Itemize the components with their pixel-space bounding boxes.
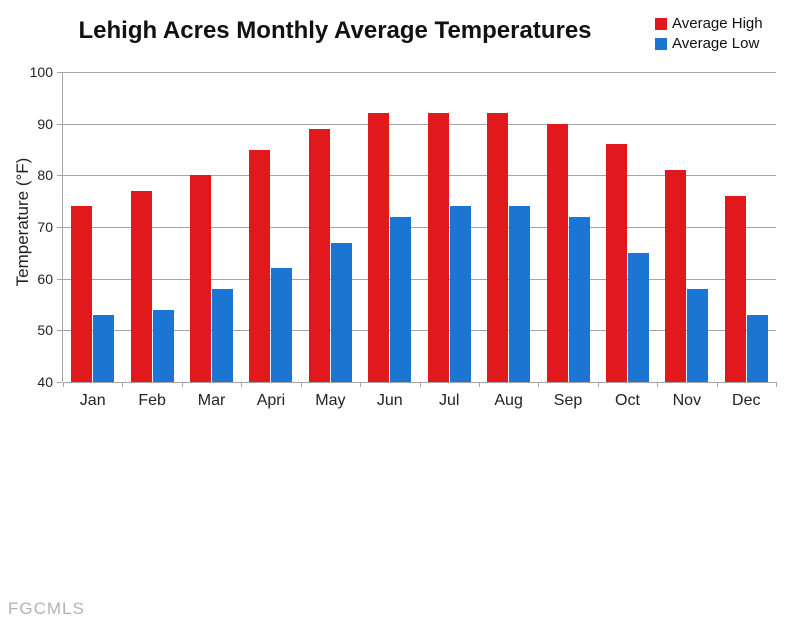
x-label-mar: Mar — [197, 392, 226, 409]
legend-label-average-low: Average Low — [672, 35, 760, 52]
bar-may-high — [308, 128, 330, 382]
bar-jan-high — [71, 206, 93, 382]
y-tick-mark-50 — [57, 330, 62, 332]
y-tick-mark-100 — [57, 72, 62, 73]
y-tick-mark-80 — [57, 175, 62, 177]
x-tick-mark-0 — [63, 382, 64, 387]
gridline-80 — [63, 175, 776, 177]
x-label-oct: Oct — [615, 392, 640, 409]
y-tick-label-70: 70 — [37, 219, 53, 235]
bar-dec-low — [746, 314, 768, 382]
chart-title: Lehigh Acres Monthly Average Temperature… — [78, 17, 592, 44]
bar-feb-low — [152, 309, 174, 382]
bar-nov-low — [687, 289, 709, 382]
bar-jul-high — [427, 113, 449, 382]
bar-nov-high — [665, 170, 687, 382]
x-label-aug: Aug — [494, 392, 523, 409]
bar-sep-low — [568, 216, 590, 382]
x-label-jun: Jun — [376, 392, 403, 409]
legend-item-average-high: Average High — [655, 15, 763, 32]
plot-area: 40 50 60 70 80 90 100 Jan Feb Mar Apri May Jun Jul Aug… — [30, 64, 777, 409]
y-tick-label-100: 100 — [29, 64, 53, 80]
x-label-feb: Feb — [138, 392, 166, 409]
bar-mar-high — [190, 175, 212, 382]
y-tick-label-90: 90 — [37, 115, 53, 132]
x-tick-mark-3 — [241, 382, 243, 387]
bar-jun-high — [368, 113, 390, 382]
x-tick-mark-11 — [716, 382, 718, 387]
gridline-90 — [63, 123, 776, 125]
bar-may-low — [330, 242, 352, 382]
x-label-may: May — [315, 392, 346, 409]
x-label-jul: Jul — [438, 392, 460, 409]
bar-jan-low — [93, 314, 115, 382]
y-tick-label-40: 40 — [37, 374, 53, 390]
x-label-dec: Dec — [732, 392, 761, 409]
y-tick-mark-40 — [57, 382, 62, 383]
bar-aug-high — [487, 113, 509, 382]
bar-apri-high — [249, 149, 271, 382]
x-tick-mark-4 — [300, 382, 302, 387]
x-tick-mark-10 — [657, 382, 659, 387]
x-axis-line — [63, 382, 776, 383]
gridline-100 — [63, 72, 776, 73]
x-tick-mark-5 — [360, 382, 362, 387]
legend-label-average-high: Average High — [672, 15, 763, 32]
average-low-swatch-icon — [655, 37, 667, 50]
bar-oct-high — [605, 144, 627, 382]
bar-jun-low — [390, 216, 412, 382]
x-label-apri: Apri — [256, 392, 286, 409]
x-tick-mark-12 — [776, 382, 777, 387]
x-tick-mark-1 — [122, 382, 124, 387]
bar-apri-low — [271, 268, 293, 382]
x-label-nov: Nov — [672, 392, 702, 409]
legend: Average High Average Low — [655, 15, 763, 52]
bar-dec-high — [724, 196, 746, 382]
bar-oct-low — [627, 252, 649, 382]
y-tick-label-50: 50 — [37, 322, 53, 339]
y-tick-mark-70 — [57, 227, 62, 228]
y-tick-mark-60 — [57, 278, 62, 280]
x-label-sep: Sep — [553, 392, 583, 409]
bar-feb-high — [130, 190, 152, 382]
watermark: FGCMLS — [8, 599, 85, 618]
gridline-60 — [63, 278, 776, 280]
bar-sep-high — [546, 123, 568, 382]
average-high-swatch-icon — [655, 17, 667, 30]
y-tick-label-80: 80 — [37, 167, 53, 184]
x-tick-mark-2 — [181, 382, 183, 387]
x-tick-mark-9 — [597, 382, 599, 387]
x-tick-mark-7 — [478, 382, 480, 387]
x-label-jan: Jan — [79, 392, 106, 409]
bar-aug-low — [509, 206, 531, 382]
bar-jul-low — [449, 206, 471, 382]
y-tick-mark-90 — [57, 123, 62, 125]
bar-mar-low — [212, 289, 234, 382]
gridline-70 — [63, 227, 776, 228]
gridline-50 — [63, 330, 776, 332]
legend-item-average-low: Average Low — [655, 35, 763, 52]
x-tick-mark-6 — [419, 382, 421, 387]
x-tick-mark-8 — [538, 382, 540, 387]
y-tick-label-60: 60 — [37, 270, 53, 287]
